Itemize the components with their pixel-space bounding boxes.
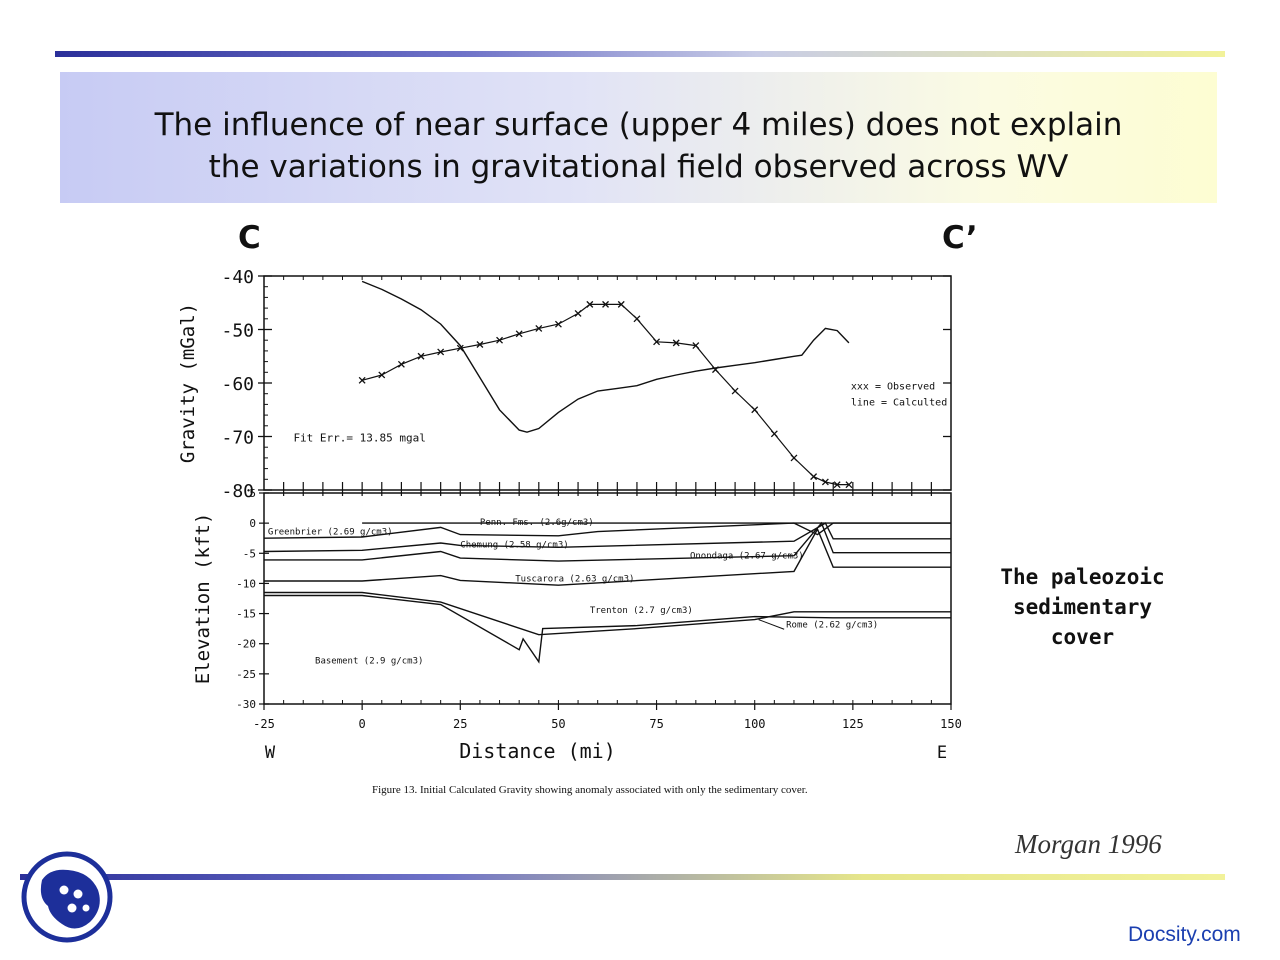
observed-gravity-point [653,338,661,346]
east-label: E [937,743,947,763]
observed-gravity-point [358,376,366,384]
observed-gravity-point [456,344,464,352]
elevation-y-tick-label: 5 [249,487,256,500]
x-tick-label: 75 [649,717,663,731]
x-tick-label: 150 [940,717,962,731]
observed-gravity-point [397,360,405,368]
observed-gravity-point [692,342,700,350]
layer-boundary [263,522,951,539]
layer-boundary [264,527,951,586]
observed-gravity-point [476,341,484,348]
section-label-c: C [238,220,261,256]
observed-gravity-point [417,352,425,360]
observed-gravity-point [821,478,829,486]
observed-gravity-point [751,406,759,414]
observed-gravity-point [633,315,641,323]
top-rule [55,51,1225,57]
observed-gravity-point [731,387,739,395]
paleozoic-note-line-2: sedimentary [1012,595,1153,619]
rome-leader-line [758,619,785,630]
layer-label: Chemung (2.58 g/cm3) [460,540,568,550]
gravity-panel-frame [263,275,952,491]
docsity-link[interactable]: Docsity.com [1128,923,1241,946]
gravity-y-tick-label: -80 [221,481,254,502]
fit-error-annotation: Fit Err.= 13.85 mgal [293,432,425,445]
elevation-y-tick-label: -30 [236,698,256,711]
observed-gravity-point [672,339,680,347]
layer-label: Tuscarora (2.63 g/cm3) [515,575,634,585]
observed-gravity-point [810,473,818,481]
bottom-rule [20,874,1225,880]
gravity-y-tick-label: -60 [221,374,254,395]
gravity-y-axis-label: Gravity (mGal) [177,303,199,463]
observed-gravity-point [617,300,625,308]
x-tick-label: -25 [253,717,275,731]
gravity-y-tick-label: -70 [221,428,254,449]
elevation-y-tick-label: -25 [236,668,256,681]
paleozoic-note-line-3: cover [1050,625,1115,649]
observed-gravity-point [845,481,853,489]
layer-label: Basement (2.9 g/cm3) [315,657,423,667]
x-tick-label: 25 [453,717,467,731]
observed-gravity-point [770,430,778,438]
paleozoic-cover-note: The paleozoic sedimentary cover [990,562,1175,652]
slide-title-line-2: the variations in gravitational field ob… [208,149,1069,185]
observed-gravity-point [515,330,523,338]
observed-gravity-point [833,481,841,489]
observed-gravity-point [790,454,798,462]
x-tick-label: 50 [551,717,565,731]
elevation-y-tick-label: -5 [243,547,256,560]
observed-gravity-trace [361,303,849,486]
west-label: W [265,743,276,763]
section-label-c-prime: C’ [942,220,978,256]
gravity-y-tick-label: -50 [221,321,254,342]
paleozoic-note-line-1: The paleozoic [1000,565,1165,589]
legend-entry: xxx = Observed [851,382,935,393]
layer-boundary [264,521,951,562]
observed-gravity-point [437,348,445,356]
observed-gravity-point [586,300,594,308]
observed-gravity-point [378,371,386,379]
x-tick-label: 125 [842,717,864,731]
calculated-gravity-line [361,280,850,433]
observed-gravity-point [602,300,609,308]
elevation-y-tick-label: 0 [249,517,256,530]
slide-title-line-1: The influence of near surface (upper 4 m… [154,107,1123,143]
layer-label: Onondaga (2.67 g/cm3) [690,552,804,562]
x-tick-label: 100 [744,717,766,731]
layer-label: Trenton (2.7 g/cm3) [590,606,693,616]
layer-label: Rome (2.62 g/cm3) [786,620,878,630]
elevation-panel-frame [263,492,952,705]
x-tick-label: 0 [359,717,366,731]
layer-label: Penn. Fms. (2.6g/cm3) [480,518,594,528]
layer-boundary [264,591,951,636]
elevation-y-tick-label: -15 [236,608,256,621]
layer-boundary [264,594,951,664]
docsity-logo-icon [21,851,113,943]
observed-gravity-point [496,336,504,344]
figure-caption: Figure 13. Initial Calculated Gravity sh… [372,784,808,796]
slide-title: The influence of near surface (upper 4 m… [60,104,1217,188]
observed-gravity-point [574,309,582,317]
elevation-y-axis-label: Elevation (kft) [192,513,214,685]
layer-label: Greenbrier (2.69 g/cm3) [268,528,393,538]
title-banner [60,72,1217,203]
elevation-y-tick-label: -20 [236,638,256,651]
legend-entry: line = Calculted [851,398,947,409]
layer-boundary [263,522,951,553]
elevation-y-tick-label: -10 [236,577,256,590]
observed-gravity-point [554,320,562,328]
observed-gravity-point [535,324,543,332]
gravity-y-tick-label: -40 [221,267,254,288]
citation: Morgan 1996 [1015,829,1162,859]
x-axis-label: Distance (mi) [459,739,616,763]
